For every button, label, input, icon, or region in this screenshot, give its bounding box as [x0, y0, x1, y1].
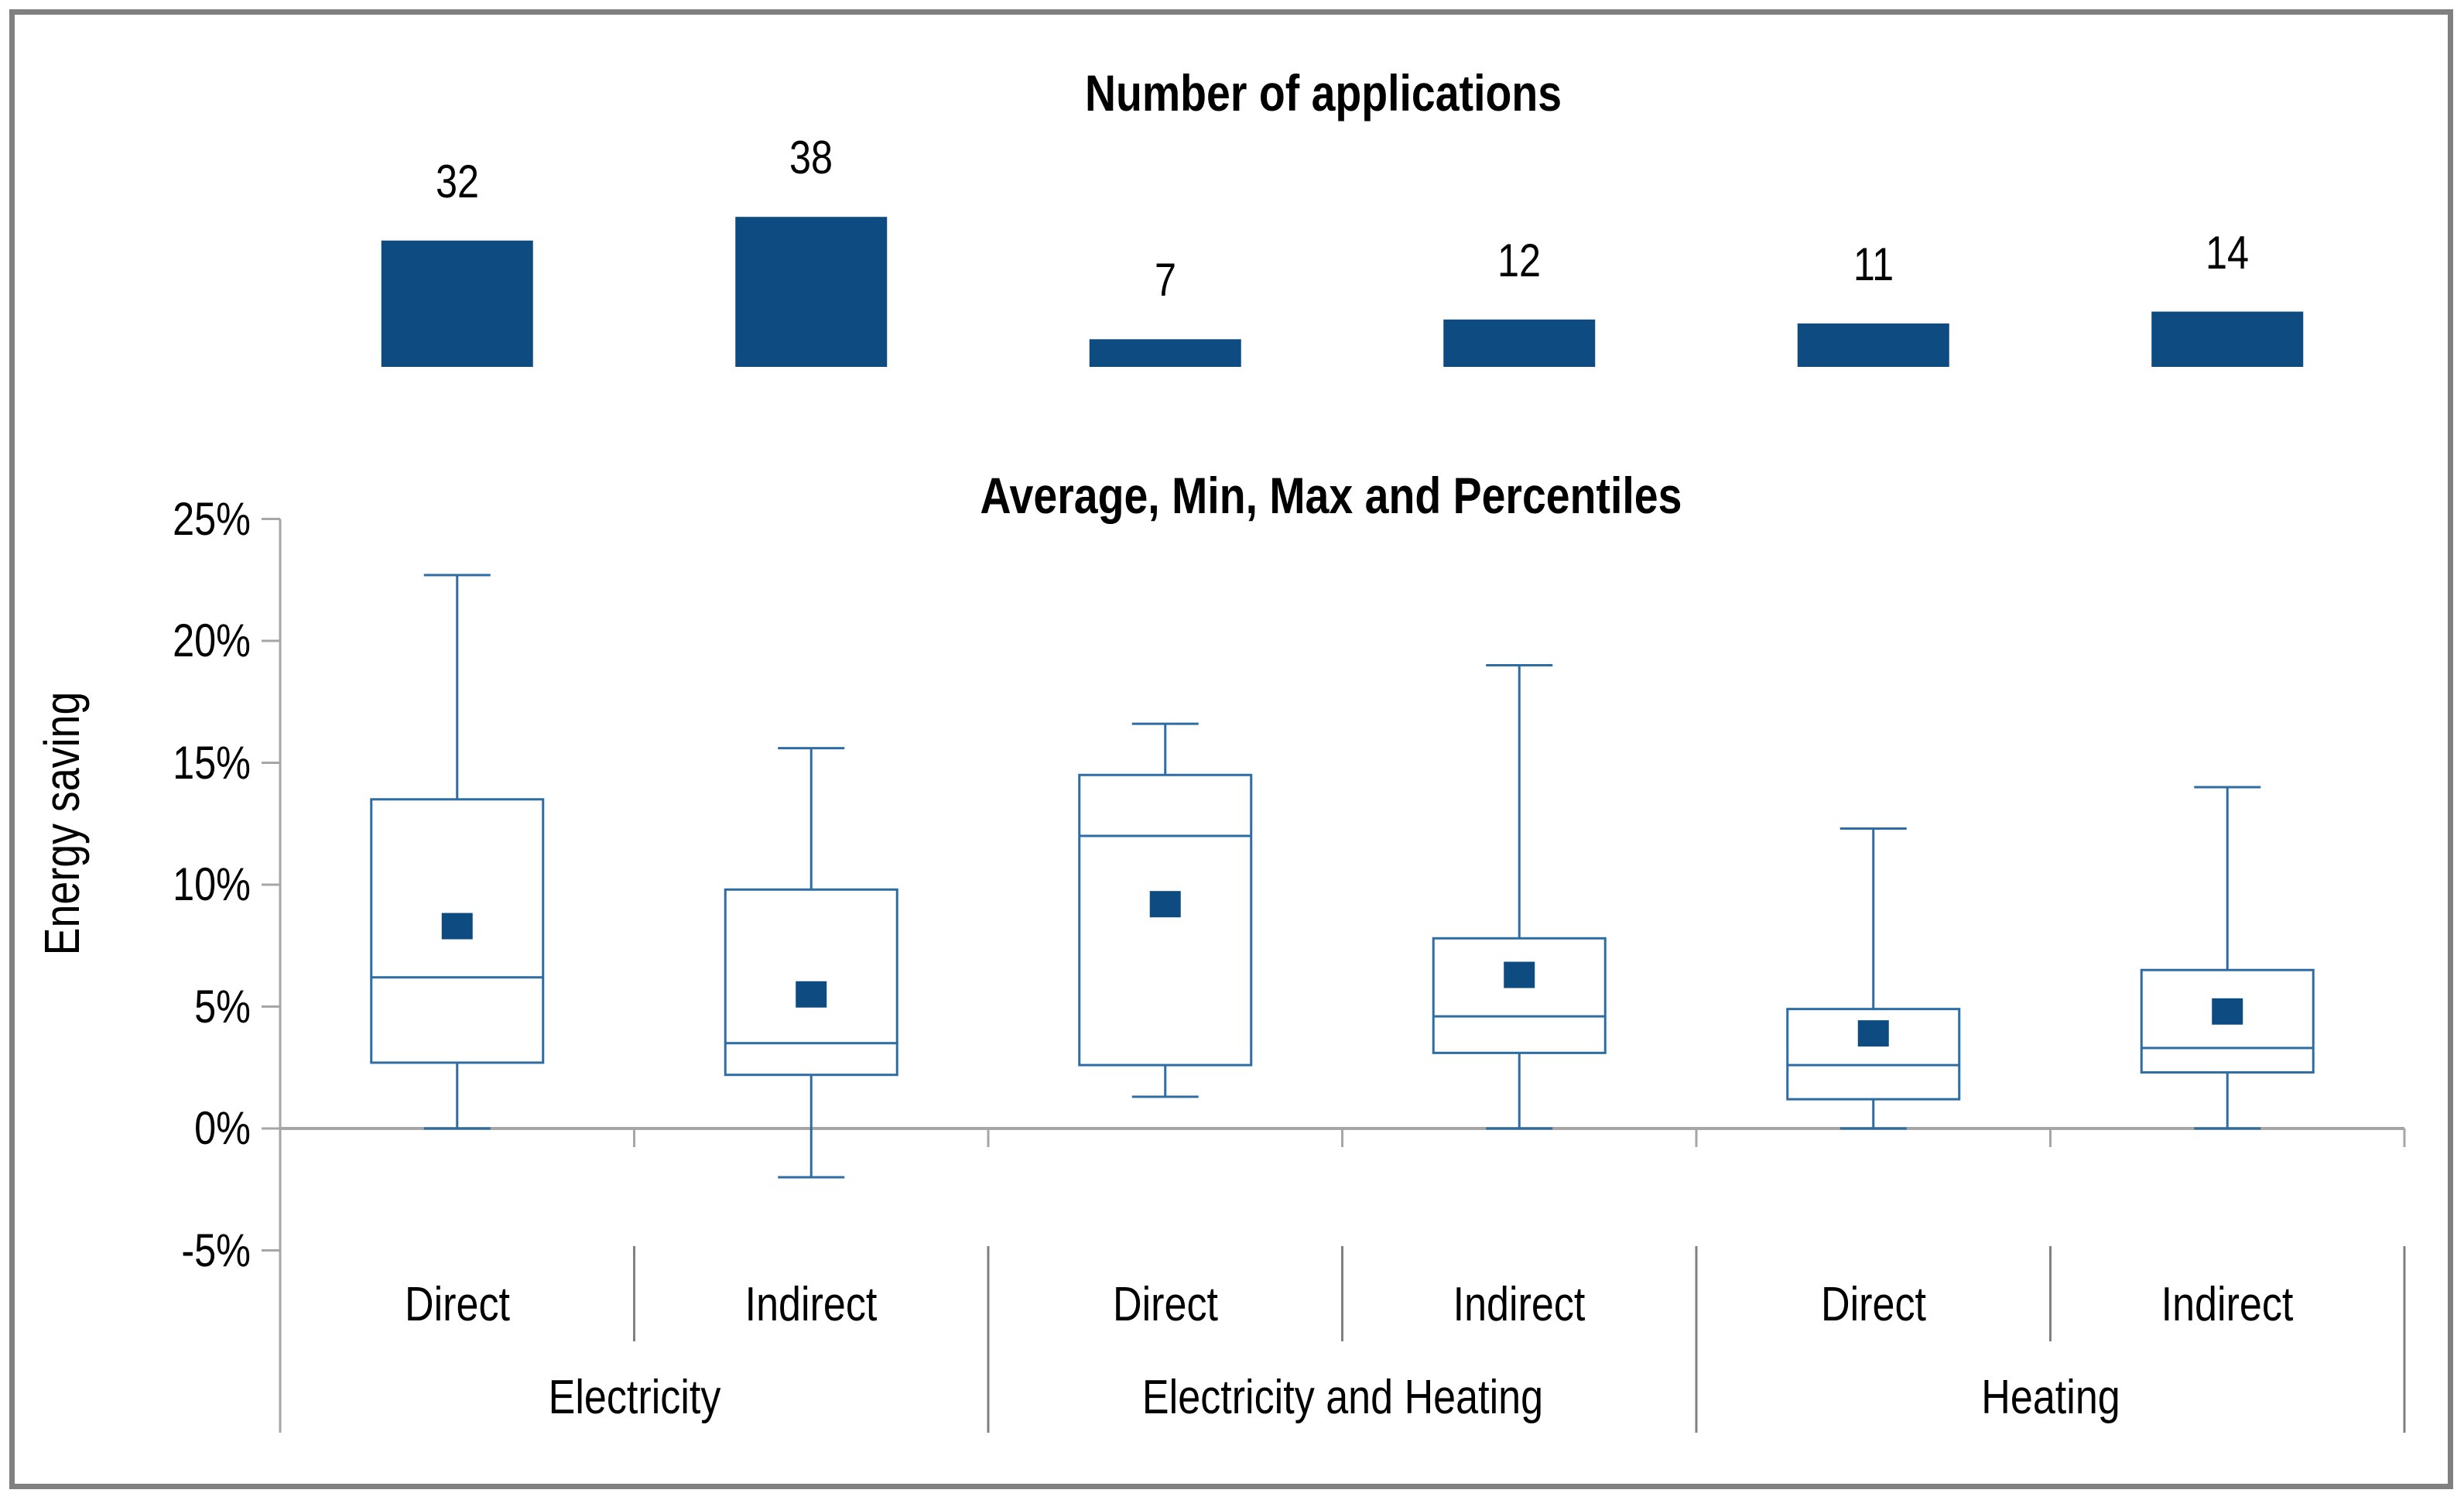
y-tick-label: -5% [168, 1224, 251, 1276]
category-label-text: Indirect [744, 1278, 878, 1331]
y-tick-label: 10% [158, 861, 251, 908]
category-label: Indirect [2149, 1281, 2306, 1329]
y-tick-label-text: -5% [181, 1224, 251, 1276]
y-tick-label: 25% [158, 492, 251, 545]
y-tick-label-text: 25% [173, 492, 251, 545]
bar-chart-title: Number of applications [1039, 67, 1607, 118]
bar [735, 217, 888, 367]
bar-value-label: 38 [785, 135, 837, 181]
bar-value-label: 14 [2202, 226, 2254, 279]
category-label: Direct [1811, 1281, 1936, 1329]
category-label-text: Indirect [2161, 1278, 2294, 1331]
category-label-text: Direct [404, 1278, 510, 1331]
bar-value-label-text: 12 [1497, 234, 1542, 286]
box-mean-marker [796, 981, 827, 1008]
bar-value-label: 7 [1152, 257, 1178, 303]
category-label-text: Direct [1112, 1278, 1218, 1331]
box-chart-title-text: Average, Min, Max and Percentiles [980, 467, 1682, 524]
bar [2151, 311, 2304, 367]
y-tick-label-text: 10% [173, 858, 251, 910]
group-label: Electricity [532, 1374, 737, 1422]
group-label-text: Electricity [548, 1371, 720, 1424]
category-label: Direct [395, 1281, 520, 1329]
category-label-text: Indirect [1453, 1278, 1586, 1331]
y-tick-label: 20% [158, 618, 251, 664]
box-mean-marker [2212, 998, 2243, 1025]
box-mean-marker [1149, 891, 1181, 918]
box-mean-marker [441, 913, 473, 940]
box-mean-marker [1504, 961, 1535, 988]
y-axis-title-text: Energy saving [34, 691, 90, 956]
bar-value-label-text: 38 [789, 132, 833, 184]
group-label: Heating [1968, 1374, 2134, 1422]
chart-border [9, 9, 2453, 1489]
box-chart-title: Average, Min, Max and Percentiles [913, 470, 1749, 521]
group-label-text: Heating [1980, 1371, 2120, 1424]
bar [381, 240, 533, 367]
y-tick-label: 15% [158, 736, 251, 789]
bar [1443, 319, 1596, 367]
box-body [1432, 937, 1607, 1054]
category-label: Indirect [1441, 1281, 1598, 1329]
box-body [1078, 773, 1253, 1067]
group-label: Electricity and Heating [1104, 1374, 1581, 1422]
category-label: Indirect [733, 1281, 890, 1329]
bar [1089, 339, 1241, 367]
category-label-text: Direct [1820, 1278, 1926, 1331]
bar-value-label: 11 [1850, 241, 1898, 288]
y-tick-label-text: 5% [194, 980, 251, 1033]
bar-value-label-text: 14 [2206, 226, 2250, 279]
bar-chart-title-text: Number of applications [1084, 64, 1562, 122]
bar-value-label-text: 32 [435, 155, 479, 207]
bar-value-label-text: 7 [1154, 254, 1176, 307]
y-axis-title: Energy saving [34, 666, 90, 981]
group-label-text: Electricity and Heating [1141, 1371, 1543, 1424]
y-tick-label: 0% [183, 1105, 251, 1152]
bar-value-label: 32 [431, 155, 483, 207]
bar [1797, 323, 1949, 367]
category-label: Direct [1103, 1281, 1228, 1329]
box-mean-marker [1857, 1020, 1889, 1047]
y-tick-label-text: 15% [173, 736, 251, 789]
y-tick-label: 5% [183, 980, 251, 1033]
bar-value-label-text: 11 [1853, 238, 1894, 290]
y-tick-label-text: 0% [194, 1102, 251, 1154]
y-tick-label-text: 20% [173, 615, 251, 666]
bar-value-label: 12 [1494, 234, 1545, 286]
